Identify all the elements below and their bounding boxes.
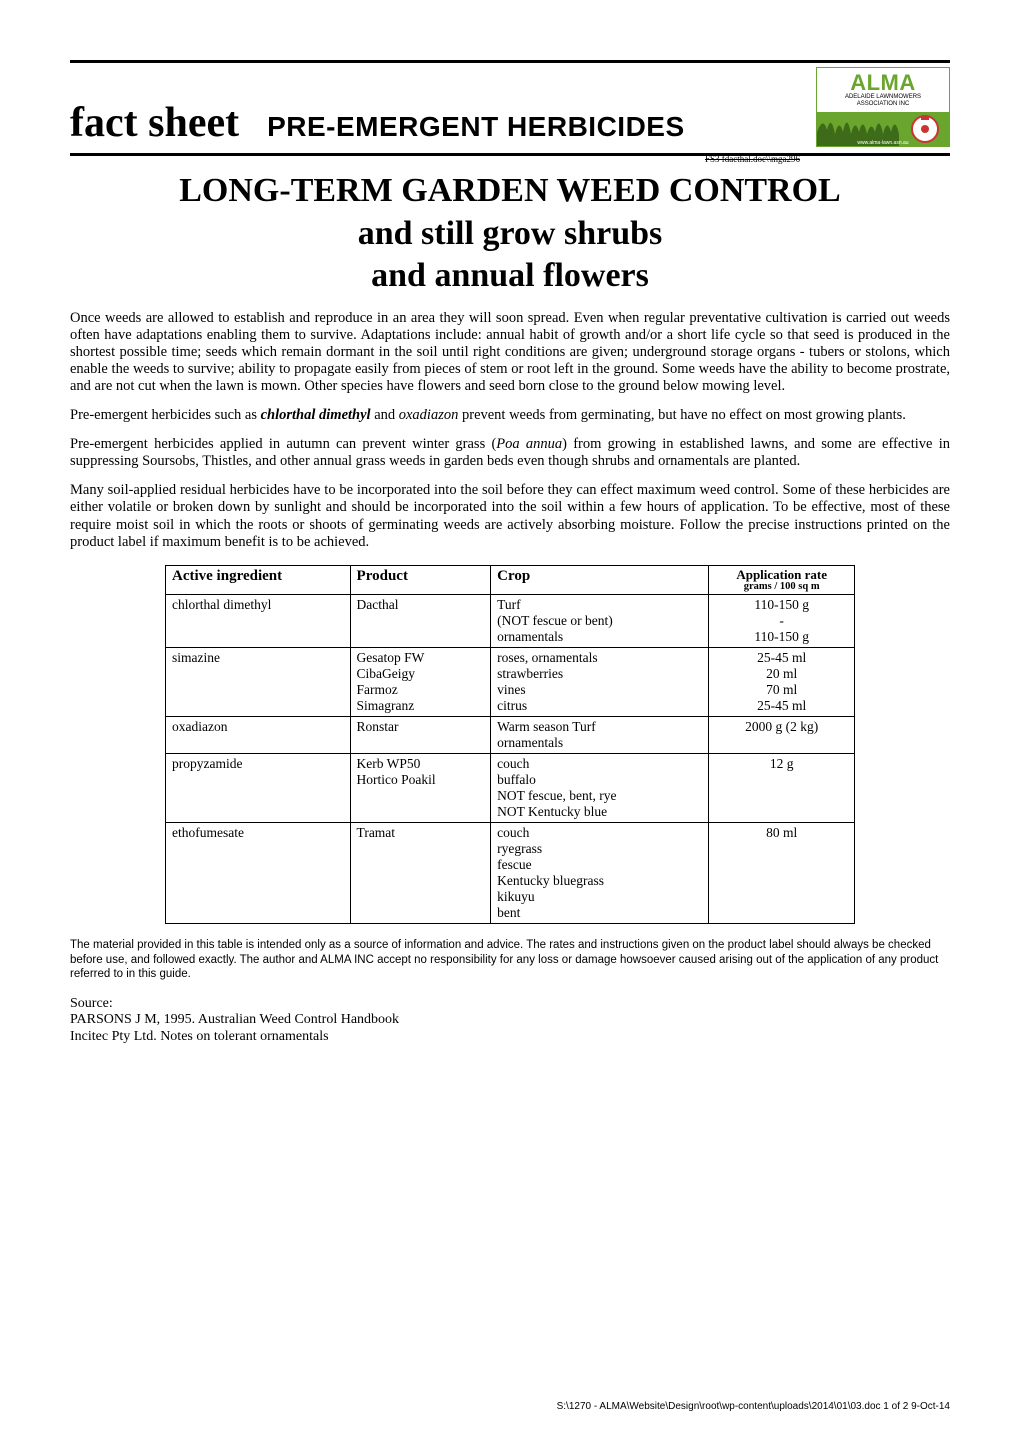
th-rate: Application rate grams / 100 sq m — [709, 565, 855, 595]
table-row: simazineGesatop FWCibaGeigyFarmozSimagra… — [166, 648, 855, 717]
logo-top: ALMA ADELAIDE LAWNMOWERS ASSOCIATION INC — [817, 68, 949, 112]
table-row: propyzamideKerb WP50Hortico Poakilcouchb… — [166, 754, 855, 823]
td-product: Gesatop FWCibaGeigyFarmozSimagranz — [350, 648, 491, 717]
table-header-row: Active ingredient Product Crop Applicati… — [166, 565, 855, 595]
td-rate: 2000 g (2 kg) — [709, 717, 855, 754]
td-crop: roses, ornamentalsstrawberriesvinescitru… — [491, 648, 709, 717]
p2-em2: oxadiazon — [399, 407, 459, 423]
th-product: Product — [350, 565, 491, 595]
paragraph-1: Once weeds are allowed to establish and … — [70, 310, 950, 396]
source-heading: Source: — [70, 996, 950, 1013]
page: fact sheet PRE-EMERGENT HERBICIDES ALMA … — [0, 0, 1020, 1442]
logo-sub-line2: ASSOCIATION INC — [857, 101, 910, 108]
alma-logo: ALMA ADELAIDE LAWNMOWERS ASSOCIATION INC… — [816, 67, 950, 147]
td-product: Kerb WP50Hortico Poakil — [350, 754, 491, 823]
title-line1: LONG-TERM GARDEN WEED CONTROL — [179, 172, 841, 209]
td-ai: chlorthal dimethyl — [166, 595, 351, 648]
top-rule — [70, 60, 950, 63]
grass-icon: www.alma-lawn.asn.au — [817, 112, 949, 146]
source-line2: Incitec Pty Ltd. Notes on tolerant ornam… — [70, 1029, 950, 1046]
td-rate: 12 g — [709, 754, 855, 823]
source-block: Source: PARSONS J M, 1995. Australian We… — [70, 996, 950, 1046]
paragraph-4: Many soil-applied residual herbicides ha… — [70, 482, 950, 550]
p3-pre: Pre-emergent herbicides applied in autum… — [70, 436, 496, 452]
title-line2: and still grow shrubs — [358, 215, 663, 252]
td-crop: couchbuffaloNOT fescue, bent, ryeNOT Ken… — [491, 754, 709, 823]
table-row: chlorthal dimethylDacthalTurf(NOT fescue… — [166, 595, 855, 648]
main-title: LONG-TERM GARDEN WEED CONTROL and still … — [70, 170, 950, 298]
td-ai: propyzamide — [166, 754, 351, 823]
fact-sheet-label: fact sheet — [70, 99, 239, 147]
header-row: fact sheet PRE-EMERGENT HERBICIDES ALMA … — [70, 67, 950, 147]
th-rate-main: Application rate — [736, 567, 827, 582]
herbicide-table: Active ingredient Product Crop Applicati… — [165, 565, 855, 925]
td-product: Dacthal — [350, 595, 491, 648]
logo-sub-line1: ADELAIDE LAWNMOWERS — [845, 94, 921, 101]
td-rate: 25-45 ml20 ml70 ml25-45 ml — [709, 648, 855, 717]
paragraph-2: Pre-emergent herbicides such as chlortha… — [70, 407, 950, 424]
source-line1: PARSONS J M, 1995. Australian Weed Contr… — [70, 1012, 950, 1029]
td-ai: simazine — [166, 648, 351, 717]
td-rate: 80 ml — [709, 823, 855, 924]
table-row: oxadiazonRonstarWarm season Turfornament… — [166, 717, 855, 754]
p2-pre: Pre-emergent herbicides such as — [70, 407, 261, 423]
footer-path: S:\1270 - ALMA\Website\Design\root\wp-co… — [70, 1401, 950, 1412]
td-ai: oxadiazon — [166, 717, 351, 754]
th-active-ingredient: Active ingredient — [166, 565, 351, 595]
header-left: fact sheet PRE-EMERGENT HERBICIDES — [70, 99, 685, 147]
td-crop: Warm season Turfornamentals — [491, 717, 709, 754]
table-row: ethofumesateTramatcouchryegrassfescueKen… — [166, 823, 855, 924]
td-rate: 110-150 g-110-150 g — [709, 595, 855, 648]
p3-em: Poa annua — [496, 436, 562, 452]
logo-url: www.alma-lawn.asn.au — [857, 140, 908, 146]
p2-em1: chlorthal dimethyl — [261, 407, 371, 423]
fact-sheet-subtitle: PRE-EMERGENT HERBICIDES — [267, 111, 685, 143]
td-product: Tramat — [350, 823, 491, 924]
table-body: chlorthal dimethylDacthalTurf(NOT fescue… — [166, 595, 855, 924]
title-line3: and annual flowers — [371, 257, 649, 294]
tiny-code: FS3 fdacthal.doc\\mga296 — [70, 154, 800, 164]
p2-post: prevent weeds from germinating, but have… — [458, 407, 906, 423]
disclaimer: The material provided in this table is i… — [70, 938, 950, 981]
paragraph-3: Pre-emergent herbicides applied in autum… — [70, 436, 950, 470]
th-crop: Crop — [491, 565, 709, 595]
logo-alma-text: ALMA — [850, 72, 916, 94]
td-ai: ethofumesate — [166, 823, 351, 924]
td-crop: Turf(NOT fescue or bent)ornamentals — [491, 595, 709, 648]
p2-mid: and — [371, 407, 399, 423]
th-rate-sub: grams / 100 sq m — [715, 581, 848, 592]
td-product: Ronstar — [350, 717, 491, 754]
td-crop: couchryegrassfescueKentucky bluegrasskik… — [491, 823, 709, 924]
logo-bottom: www.alma-lawn.asn.au — [817, 112, 949, 146]
